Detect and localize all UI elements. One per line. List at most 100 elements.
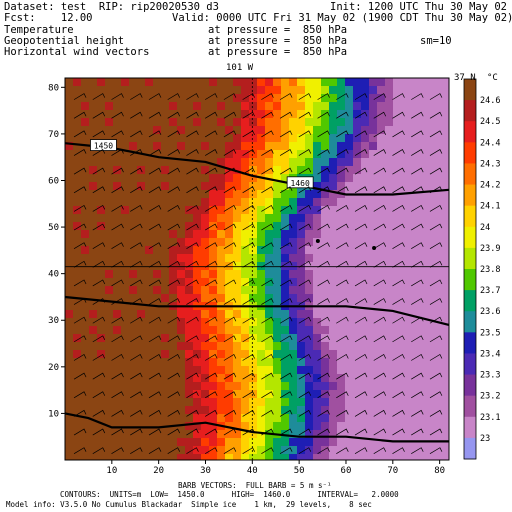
temperature-cell xyxy=(161,406,169,414)
temperature-cell xyxy=(257,150,265,158)
temperature-cell xyxy=(217,86,225,94)
temperature-cell xyxy=(225,182,233,190)
temperature-cell xyxy=(153,214,161,222)
wind-barb xyxy=(392,93,405,100)
y-tick-label: 80 xyxy=(48,83,59,93)
temperature-cell xyxy=(161,238,169,246)
wind-barb xyxy=(298,93,312,100)
temperature-cell xyxy=(193,78,201,86)
temperature-cell xyxy=(257,422,265,430)
temperature-cell xyxy=(361,438,369,446)
temperature-cell xyxy=(425,430,433,438)
temperature-cell xyxy=(97,126,105,134)
temperature-cell xyxy=(73,406,81,414)
temperature-cell xyxy=(121,94,129,102)
temperature-cell xyxy=(409,454,417,460)
colorbar-segment xyxy=(464,332,476,354)
temperature-cell xyxy=(65,118,73,126)
temperature-cell xyxy=(409,382,417,390)
wind-barb xyxy=(92,260,106,268)
temperature-cell xyxy=(161,398,169,406)
temperature-cell xyxy=(433,118,441,126)
colorbar-label: 23.1 xyxy=(480,413,500,423)
temperature-cell xyxy=(353,342,361,350)
temperature-cell xyxy=(369,174,377,182)
wind-barb xyxy=(92,93,106,100)
wind-barb xyxy=(373,279,387,287)
wind-barb xyxy=(242,223,255,231)
temperature-cell xyxy=(73,318,81,326)
temperature-cell xyxy=(185,326,193,334)
temperature-cell xyxy=(121,278,129,286)
wind-barb xyxy=(354,223,368,231)
temperature-cell xyxy=(297,382,305,390)
temperature-cell xyxy=(289,318,297,326)
temperature-cell xyxy=(225,438,233,446)
temperature-cell xyxy=(225,270,233,278)
temperature-cell xyxy=(233,270,241,278)
temperature-cell xyxy=(297,366,305,374)
temperature-cell xyxy=(433,342,441,350)
temperature-cell xyxy=(233,430,241,438)
temperature-cell xyxy=(169,230,177,238)
temperature-cell xyxy=(345,158,353,166)
temperature-cell xyxy=(361,126,369,134)
temperature-cell xyxy=(281,254,289,262)
wind-barb xyxy=(223,447,237,454)
temperature-cell xyxy=(65,166,73,174)
temperature-cell xyxy=(145,126,153,134)
wind-barb xyxy=(298,130,312,138)
wind-barb xyxy=(111,149,124,156)
wind-barb xyxy=(223,149,237,156)
wind-barb xyxy=(223,260,237,268)
temperature-cell xyxy=(225,310,233,318)
temperature-cell xyxy=(433,230,441,238)
temperature-cell xyxy=(97,286,105,294)
temperature-cell xyxy=(385,174,393,182)
temperature-cell xyxy=(289,358,297,366)
temperature-cell xyxy=(89,342,97,350)
temperature-cell xyxy=(193,94,201,102)
wind-barb xyxy=(279,409,293,417)
temperature-cell xyxy=(369,198,377,206)
temperature-cell xyxy=(217,102,225,110)
wind-barb xyxy=(204,354,218,361)
temperature-cell xyxy=(121,430,129,438)
temperature-cell xyxy=(161,150,169,158)
temperature-cell xyxy=(177,182,185,190)
wind-barb xyxy=(336,409,349,417)
temperature-cell xyxy=(409,174,417,182)
temperature-cell xyxy=(105,254,113,262)
temperature-cell xyxy=(369,318,377,326)
temperature-cell xyxy=(281,142,289,150)
temperature-cell xyxy=(153,246,161,254)
temperature-cell xyxy=(73,214,81,222)
temperature-cell xyxy=(225,246,233,254)
temperature-cell xyxy=(273,214,281,222)
temperature-cell xyxy=(265,238,273,246)
temperature-cell xyxy=(273,110,281,118)
temperature-cell xyxy=(177,390,185,398)
temperature-cell xyxy=(377,286,385,294)
temperature-cell xyxy=(401,430,409,438)
wind-barb xyxy=(298,204,312,212)
temperature-cell xyxy=(393,238,401,246)
temperature-cell xyxy=(177,294,185,302)
temperature-cell xyxy=(129,350,137,358)
temperature-cell xyxy=(313,390,321,398)
temperature-cell xyxy=(233,246,241,254)
temperature-cell xyxy=(417,294,425,302)
temperature-cell xyxy=(273,318,281,326)
temperature-cell xyxy=(321,190,329,198)
wind-barb xyxy=(223,354,237,361)
temperature-cell xyxy=(161,142,169,150)
temperature-cell xyxy=(177,454,185,460)
temperature-cell xyxy=(313,342,321,350)
temperature-cell xyxy=(273,142,281,150)
temperature-cell xyxy=(433,422,441,430)
field-pressure-height: at pressure = 850 hPa xyxy=(208,35,348,47)
temperature-cell xyxy=(81,78,89,86)
temperature-cell xyxy=(313,78,321,86)
wind-barb xyxy=(336,298,349,305)
temperature-cell xyxy=(345,390,353,398)
